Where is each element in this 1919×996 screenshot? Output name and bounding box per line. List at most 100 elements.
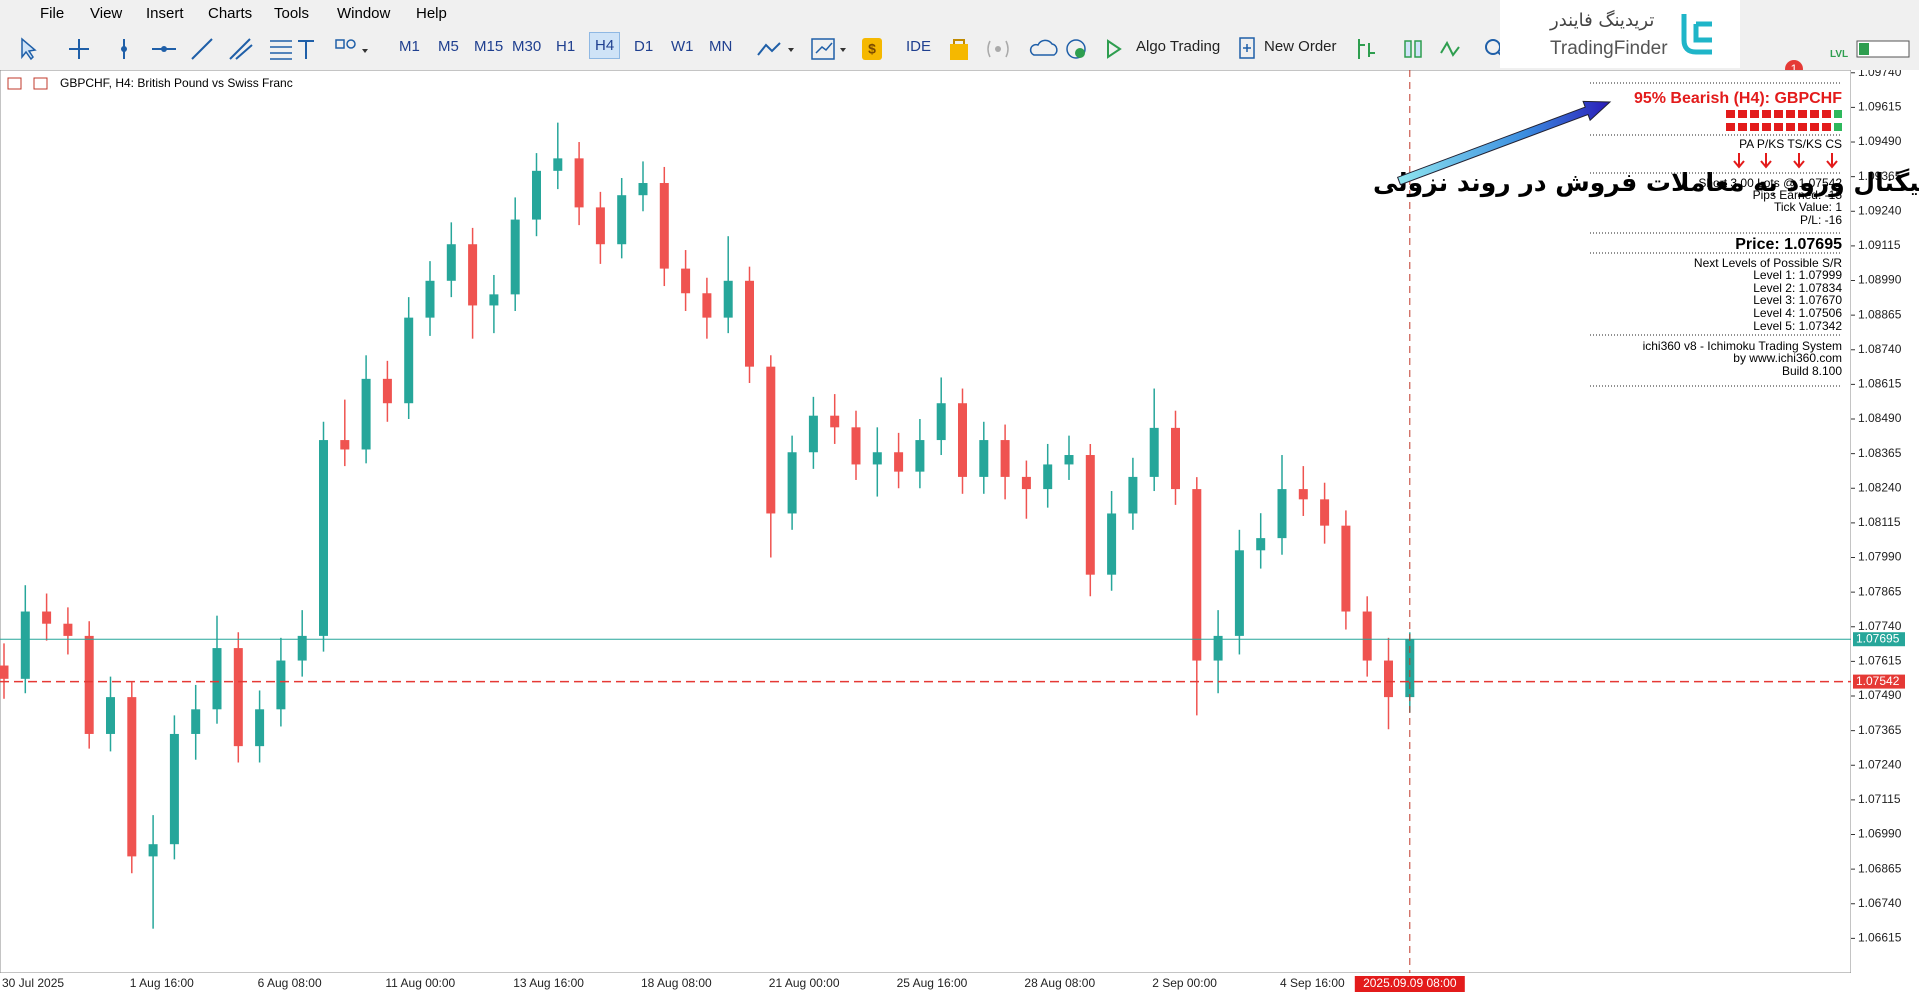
algo-trading-button[interactable]: Algo Trading	[1136, 38, 1221, 55]
y-tick-label: 1.07240	[1858, 757, 1902, 771]
logo-latin: TradingFinder	[1550, 38, 1668, 59]
candle-body	[787, 452, 797, 514]
footer-line: Build 8.100	[1782, 364, 1842, 378]
timeframe[interactable]: M1	[399, 38, 420, 55]
candle-body	[1107, 513, 1117, 575]
columns: PA P/KS TS/KS CS	[1739, 137, 1842, 151]
x-tick-label: 21 Aug 00:00	[769, 976, 840, 990]
candle-body	[745, 280, 754, 367]
candle-body	[595, 207, 605, 245]
ide-button[interactable]: IDE	[906, 38, 932, 55]
new-order-button[interactable]: New Order	[1264, 38, 1337, 55]
timeframe[interactable]: W1	[671, 38, 694, 55]
dollar-icon: $	[868, 41, 876, 57]
candle-body	[1362, 611, 1372, 661]
timeframe[interactable]: H1	[556, 38, 576, 55]
candle-body	[553, 158, 563, 171]
candle-body	[1192, 489, 1202, 661]
y-tick-label: 1.06865	[1858, 861, 1902, 875]
y-tick-label: 1.07865	[1858, 584, 1902, 598]
candle-body	[191, 709, 201, 734]
indicator-panel: 95% Bearish (H4): GBPCHF PA P/KS TS/KS C…	[1590, 82, 1842, 387]
candle-body	[127, 697, 137, 857]
menu-item[interactable]: View	[90, 5, 123, 22]
square	[1750, 123, 1759, 131]
signal-squares	[1726, 110, 1842, 131]
candle-body	[63, 623, 73, 636]
order-icon	[1239, 37, 1255, 59]
level: Level 3: 1.07670	[1753, 293, 1842, 307]
y-tick-label: 1.09615	[1858, 100, 1902, 114]
market-tools[interactable]	[946, 35, 1106, 63]
level-label: LVL	[1830, 49, 1849, 60]
candle-body	[958, 403, 967, 477]
x-tick-label: 6 Aug 08:00	[258, 976, 322, 990]
candle-body	[1234, 550, 1244, 636]
menu-item[interactable]: Help	[416, 5, 447, 22]
y-tick-label: 1.08990	[1858, 273, 1902, 287]
candle-body	[233, 648, 243, 747]
menu-item[interactable]: Insert	[146, 5, 184, 22]
candle-body	[42, 611, 52, 624]
time-marker: 2025.09.09 08:00	[1363, 976, 1457, 990]
view-tools[interactable]	[1355, 35, 1505, 63]
candle-body	[468, 244, 478, 306]
menu-item[interactable]: Window	[337, 5, 391, 22]
candle-body	[20, 611, 30, 679]
x-tick-label: 2 Sep 00:00	[1152, 976, 1217, 990]
logo: تریدینگ فایندر TradingFinder	[1500, 0, 1740, 68]
menu-item[interactable]: Charts	[208, 5, 253, 22]
candle-body	[1213, 635, 1223, 661]
timeframe[interactable]: M15	[474, 38, 504, 55]
drawing-tools[interactable]	[12, 35, 312, 63]
candle-body	[617, 195, 627, 245]
x-tick-label: 28 Aug 08:00	[1024, 976, 1095, 990]
logo-mark	[1681, 14, 1712, 55]
square	[1762, 110, 1771, 118]
candle-body	[382, 378, 392, 404]
price-box	[1853, 632, 1905, 647]
candle-body	[659, 183, 669, 269]
header-icon	[7, 77, 22, 90]
menu-item[interactable]: File	[40, 5, 65, 22]
x-tick-label: 4 Sep 16:00	[1280, 976, 1345, 990]
price-box-label: 1.07695	[1856, 631, 1900, 645]
timeframe[interactable]: MN	[709, 38, 733, 55]
candle-body	[1000, 440, 1010, 477]
candle-body	[1085, 455, 1095, 575]
square	[1774, 123, 1783, 131]
text-tools[interactable]	[298, 35, 378, 63]
square	[1798, 110, 1807, 118]
y-tick-label: 1.06615	[1858, 931, 1902, 945]
timeframe[interactable]: H4	[589, 32, 621, 59]
plot-area	[0, 70, 1852, 974]
chart: 1.09740 1.09615 1.09490 1.09365 1.09240 1.091…	[0, 70, 1919, 996]
square	[1726, 123, 1735, 131]
x-tick-label: 11 Aug 00:00	[385, 976, 455, 990]
y-tick-label: 1.07115	[1858, 792, 1901, 806]
square	[1810, 110, 1819, 118]
y-tick-label: 1.09365	[1858, 169, 1902, 183]
menu-item[interactable]: Tools	[274, 5, 310, 22]
play-icon	[1107, 39, 1122, 59]
annotation-arrow	[1396, 100, 1612, 186]
square	[1798, 123, 1807, 131]
y-tick-label: 1.08490	[1858, 411, 1902, 425]
candle-body	[532, 170, 541, 220]
y-tick-label: 1.07365	[1858, 723, 1902, 737]
y-tick-label: 1.07740	[1858, 619, 1902, 633]
y-tick-label: 1.08115	[1858, 515, 1901, 529]
candle-body	[446, 244, 456, 281]
candle-body	[148, 844, 158, 857]
timeframe[interactable]: D1	[634, 38, 654, 55]
level: Level 2: 1.07834	[1753, 281, 1842, 295]
y-tick-label: 1.09740	[1858, 70, 1902, 79]
square	[1834, 123, 1842, 131]
candle-body	[510, 219, 520, 295]
candle-body	[808, 415, 818, 453]
timeframe[interactable]: M30	[512, 38, 542, 55]
square	[1786, 110, 1795, 118]
y-tick-label: 1.09115	[1858, 238, 1901, 252]
chart-tools[interactable]: $	[756, 35, 896, 63]
timeframe[interactable]: M5	[438, 38, 459, 55]
